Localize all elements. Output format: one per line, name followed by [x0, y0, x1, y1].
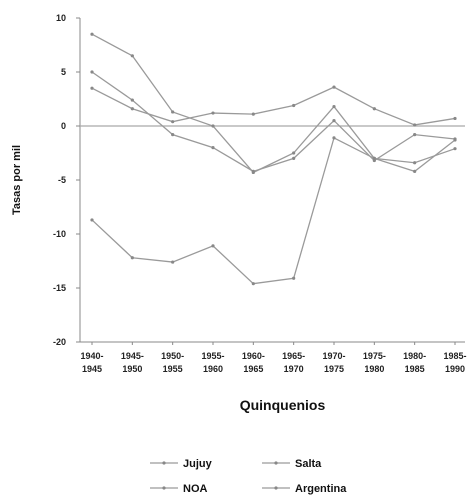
y-tick-label: 10: [56, 13, 66, 23]
data-point-noa: [251, 112, 255, 116]
data-point-jujuy: [292, 151, 296, 155]
data-point-noa: [292, 103, 296, 108]
data-point-noa: [130, 107, 134, 111]
x-tick-label: 1945-: [121, 351, 144, 361]
y-tick-label: -5: [58, 175, 66, 185]
data-point-jujuy: [130, 54, 134, 58]
y-tick-label: -15: [53, 283, 66, 293]
x-tick-label: 1970: [284, 364, 304, 374]
data-point-argentina: [332, 136, 336, 140]
series-line-noa: [91, 86, 456, 126]
data-point-salta: [332, 119, 336, 123]
x-tick-label: 1945: [82, 364, 102, 374]
data-point-salta: [171, 133, 175, 137]
x-tick-label: 1975: [324, 364, 344, 374]
data-point-argentina: [413, 161, 417, 165]
data-point-jujuy: [171, 110, 175, 114]
x-tick-label: 1950: [122, 364, 142, 374]
data-point-noa: [171, 120, 175, 124]
series-line-argentina: [91, 136, 456, 285]
x-tick-label: 1975-: [363, 351, 386, 361]
x-tick-label: 1955-: [201, 351, 224, 361]
legend-marker-jujuy: [162, 461, 166, 465]
y-axis-title: Tasas por mil: [11, 145, 23, 215]
x-tick-label: 1980: [364, 364, 384, 374]
x-tick-label: 1940-: [80, 351, 103, 361]
x-tick-label: 1960-: [242, 351, 265, 361]
data-point-salta: [453, 137, 457, 141]
data-point-argentina: [292, 276, 296, 280]
x-tick-label: 1960: [203, 364, 223, 374]
x-tick-label: 1980-: [403, 351, 426, 361]
data-point-noa: [413, 123, 417, 127]
data-point-jujuy: [413, 169, 417, 173]
data-point-noa: [372, 107, 376, 111]
x-tick-label: 1955: [163, 364, 183, 374]
y-tick-label: -20: [53, 337, 66, 347]
x-tick-label: 1965: [243, 364, 263, 374]
legend-marker-argentina: [274, 486, 278, 490]
legend-label-argentina: Argentina: [295, 483, 347, 495]
data-point-salta: [90, 70, 94, 74]
x-tick-label: 1965-: [282, 351, 305, 361]
data-point-salta: [292, 156, 296, 160]
data-point-argentina: [171, 260, 175, 264]
legend-marker-salta: [274, 461, 278, 465]
legend-marker-noa: [162, 486, 166, 490]
data-point-salta: [211, 146, 215, 150]
x-tick-label: 1990: [445, 364, 465, 374]
data-point-noa: [90, 86, 94, 90]
y-tick-label: 0: [61, 121, 66, 131]
series-line-jujuy: [91, 33, 456, 174]
data-point-noa: [453, 116, 457, 121]
data-point-jujuy: [211, 124, 215, 128]
data-point-salta: [413, 133, 417, 137]
data-point-argentina: [211, 244, 215, 248]
data-point-argentina: [90, 218, 94, 222]
data-point-argentina: [453, 147, 457, 151]
data-point-noa: [332, 85, 336, 89]
data-point-noa: [211, 111, 215, 115]
data-point-argentina: [130, 256, 134, 260]
legend-label-salta: Salta: [295, 458, 322, 470]
data-point-salta: [130, 98, 134, 102]
x-tick-label: 1985-: [443, 351, 466, 361]
series-line-salta: [91, 71, 456, 173]
legend-label-jujuy: Jujuy: [183, 458, 213, 470]
data-point-jujuy: [90, 32, 94, 36]
y-tick-label: 5: [61, 67, 66, 77]
legend-label-noa: NOA: [183, 483, 208, 495]
x-tick-label: 1970-: [322, 351, 345, 361]
data-point-argentina: [372, 156, 376, 160]
x-tick-label: 1950-: [161, 351, 184, 361]
y-tick-label: -10: [53, 229, 66, 239]
data-point-jujuy: [332, 104, 336, 109]
data-point-salta: [251, 169, 255, 173]
x-tick-label: 1985: [405, 364, 425, 374]
x-axis-title: Quinquenios: [240, 397, 326, 413]
data-point-argentina: [251, 282, 255, 286]
